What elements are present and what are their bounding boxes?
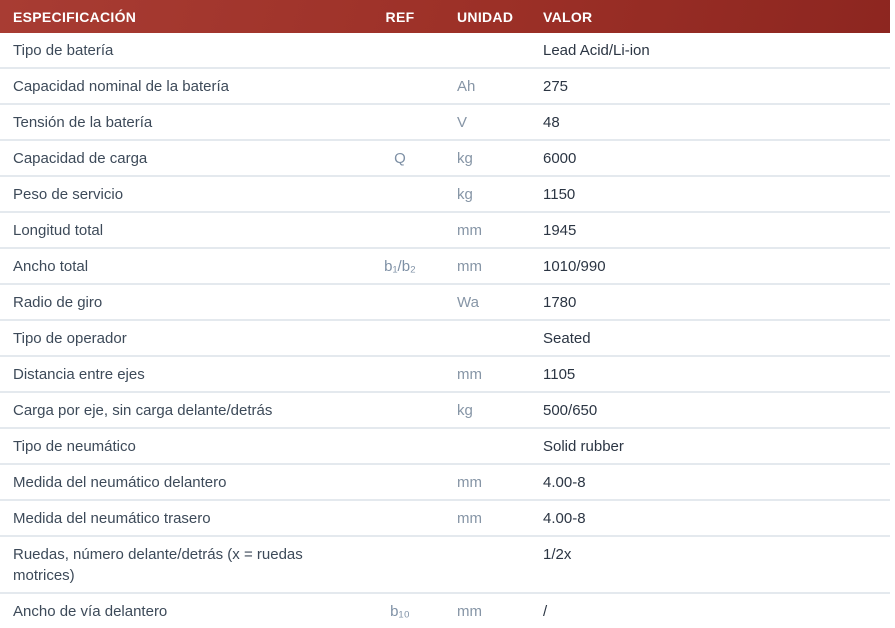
unit-cell xyxy=(445,537,533,592)
spec-label-cell: Ancho de vía delantero xyxy=(13,603,168,620)
unit-cell: mm xyxy=(457,474,482,491)
value-cell: 1945 xyxy=(543,222,577,239)
header-especificacion: ESPECIFICACIÓN xyxy=(13,8,137,25)
value-cell: 6000 xyxy=(543,150,577,167)
ref-cell xyxy=(355,393,445,427)
unit-cell: Wa xyxy=(457,294,479,311)
unit-cell: mm xyxy=(457,603,482,620)
table-row: Peso de servicio kg 1150 xyxy=(0,177,890,213)
table-row: Medida del neumático delantero mm 4.00-8 xyxy=(0,465,890,501)
unit-cell: mm xyxy=(457,366,482,383)
unit-cell xyxy=(445,321,533,355)
table-row: Tensión de la batería V 48 xyxy=(0,105,890,141)
ref-cell: Q xyxy=(394,150,406,167)
spec-label-cell: Tensión de la batería xyxy=(13,114,153,131)
table-row: Ancho total b₁/b₂ mm 1010/990 xyxy=(0,249,890,285)
spec-label-cell: Ancho total xyxy=(13,258,89,275)
ref-cell: b₁/b₂ xyxy=(384,258,416,275)
spec-label-cell: Capacidad de carga xyxy=(13,150,148,167)
value-cell: 1150 xyxy=(543,186,576,203)
ref-cell: b₁₀ xyxy=(390,603,410,620)
table-row: Capacidad de carga Q kg 6000 xyxy=(0,141,890,177)
spec-label-cell: Distancia entre ejes xyxy=(13,366,145,383)
unit-cell: kg xyxy=(457,150,473,167)
spec-label-cell: Carga por eje, sin carga delante/detrás xyxy=(13,402,273,419)
table-row: Longitud total mm 1945 xyxy=(0,213,890,249)
value-cell: 1/2x xyxy=(543,546,572,563)
spec-label-cell: Tipo de operador xyxy=(13,330,127,347)
ref-cell xyxy=(355,105,445,139)
table-row: Ancho de vía delantero b₁₀ mm / xyxy=(0,594,890,628)
ref-cell xyxy=(355,357,445,391)
unit-cell: mm xyxy=(457,258,482,275)
ref-cell xyxy=(355,501,445,535)
table-row: Ruedas, número delante/detrás (x = rueda… xyxy=(0,537,890,594)
unit-cell: kg xyxy=(457,186,473,203)
table-row: Tipo de batería Lead Acid/Li-ion xyxy=(0,33,890,69)
unit-cell: Ah xyxy=(457,78,476,95)
spec-label-cell: Tipo de batería xyxy=(13,42,114,59)
spec-label-cell: Radio de giro xyxy=(13,294,103,311)
table-row: Radio de giro Wa 1780 xyxy=(0,285,890,321)
unit-cell xyxy=(445,33,533,67)
table-row: Distancia entre ejes mm 1105 xyxy=(0,357,890,393)
unit-cell: V xyxy=(457,114,468,131)
spec-label-cell: Tipo de neumático xyxy=(13,438,136,455)
spec-label-cell: Medida del neumático trasero xyxy=(13,510,211,527)
spec-label-cell: Medida del neumático delantero xyxy=(13,474,227,491)
ref-cell xyxy=(355,537,445,592)
table-row: Carga por eje, sin carga delante/detrás … xyxy=(0,393,890,429)
ref-cell xyxy=(355,285,445,319)
ref-cell xyxy=(355,465,445,499)
value-cell: 275 xyxy=(543,78,569,95)
value-cell: / xyxy=(543,603,548,620)
value-cell: 1105 xyxy=(543,366,576,383)
header-ref: REF xyxy=(385,8,415,25)
table-row: Tipo de neumático Solid rubber xyxy=(0,429,890,465)
ref-cell xyxy=(355,429,445,463)
unit-cell xyxy=(445,429,533,463)
unit-cell: mm xyxy=(457,510,482,527)
ref-cell xyxy=(355,177,445,211)
ref-cell xyxy=(355,213,445,247)
ref-cell xyxy=(355,33,445,67)
table-row: Capacidad nominal de la batería Ah 275 xyxy=(0,69,890,105)
value-cell: Seated xyxy=(543,330,591,347)
value-cell: 1780 xyxy=(543,294,577,311)
table-row: Medida del neumático trasero mm 4.00-8 xyxy=(0,501,890,537)
spec-label-cell: Peso de servicio xyxy=(13,186,124,203)
header-valor: VALOR xyxy=(543,8,593,25)
value-cell: Solid rubber xyxy=(543,438,624,455)
unit-cell: kg xyxy=(457,402,473,419)
table-row: Tipo de operador Seated xyxy=(0,321,890,357)
spec-label-cell: Capacidad nominal de la batería xyxy=(13,78,229,95)
header-unidad: UNIDAD xyxy=(457,8,514,25)
value-cell: 500/650 xyxy=(543,402,598,419)
value-cell: 4.00-8 xyxy=(543,510,586,527)
value-cell: Lead Acid/Li-ion xyxy=(543,42,650,59)
ref-cell xyxy=(355,321,445,355)
ref-cell xyxy=(355,69,445,103)
unit-cell: mm xyxy=(457,222,482,239)
spec-label-cell: Ruedas, número delante/detrás (x = rueda… xyxy=(13,546,303,584)
table-header-row: ESPECIFICACIÓN REF UNIDAD VALOR xyxy=(0,0,890,33)
table-body: Tipo de batería Lead Acid/Li-ion Capacid… xyxy=(0,33,890,628)
value-cell: 4.00-8 xyxy=(543,474,586,491)
value-cell: 48 xyxy=(543,114,560,131)
spec-label-cell: Longitud total xyxy=(13,222,104,239)
value-cell: 1010/990 xyxy=(543,258,606,275)
